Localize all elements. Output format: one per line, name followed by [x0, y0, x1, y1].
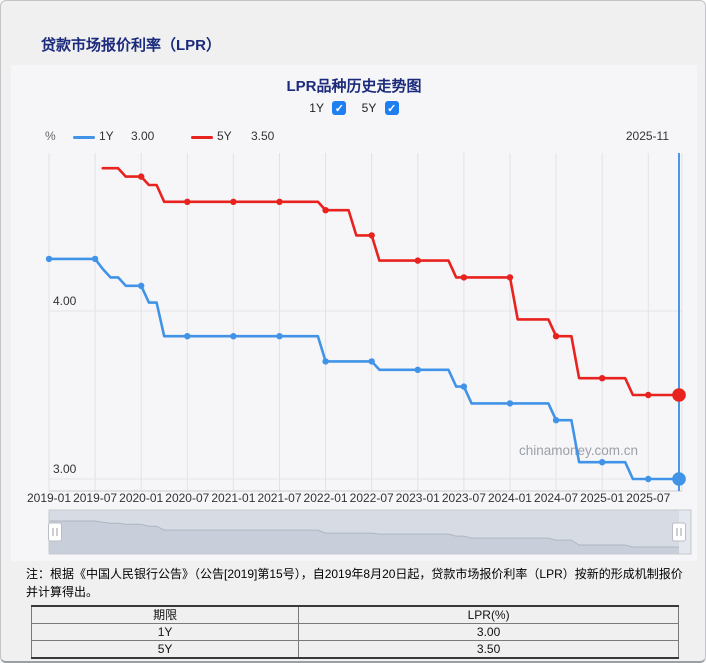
x-tick-label: 2025-01: [580, 491, 624, 505]
series-marker-1Y: [368, 358, 375, 365]
series-marker-5Y: [645, 391, 652, 399]
current-date-label: 2025-11: [625, 129, 669, 143]
watermark: chinamoney.com.cn: [519, 443, 638, 458]
x-tick-label: 2023-01: [396, 491, 440, 505]
x-tick-label: 2021-01: [211, 491, 255, 505]
series-toggle-row: 1Y ✓ 5Y ✓: [11, 100, 697, 115]
check-icon: ✓: [334, 102, 344, 115]
chart-navigator[interactable]: [31, 509, 701, 557]
y-axis-unit-label: %: [45, 129, 56, 143]
series-marker-5Y: [368, 232, 375, 239]
x-tick-label: 2019-07: [73, 491, 117, 505]
x-tick-label: 2024-07: [534, 491, 578, 505]
series-marker-1Y: [598, 459, 606, 466]
footnote-line2: 并计算得出。: [26, 585, 99, 599]
x-tick-label: 2021-07: [257, 491, 301, 505]
series-current-marker-5Y: [672, 388, 686, 402]
table-cell-value: 3.00: [298, 623, 679, 641]
series-line-1Y: [47, 257, 681, 481]
series-marker-1Y: [645, 475, 652, 483]
series-marker-5Y: [460, 274, 468, 281]
x-tick-label: 2020-01: [119, 491, 163, 505]
series-current-marker-1Y: [672, 472, 686, 486]
legend-value-5y: 3.50: [251, 129, 275, 143]
series-marker-1Y: [137, 282, 145, 289]
checkbox-1y[interactable]: ✓: [332, 100, 347, 115]
navigator-handle-right-body: [672, 522, 686, 542]
toggle-group-5y: 5Y ✓: [362, 100, 399, 115]
series-marker-1Y: [91, 255, 99, 263]
series-marker-5Y: [230, 198, 237, 205]
table-header-lpr: LPR(%): [298, 605, 679, 624]
series-marker-5Y: [414, 257, 421, 264]
check-icon: ✓: [387, 102, 397, 115]
legend-line-1y: [73, 136, 95, 139]
page-title: 贷款市场报价利率（LPR）: [41, 37, 222, 54]
series-marker-1Y: [230, 333, 237, 340]
y-axis-label: 3.00: [53, 462, 77, 476]
x-tick-label: 2025-07: [626, 491, 670, 505]
footnote-line1: 注：根据《中国人民银行公告》（公告[2019]第15号），自2019年8月20日…: [26, 567, 683, 581]
navigator-silhouette: [49, 521, 679, 554]
series-marker-5Y: [137, 173, 145, 180]
checkbox-label-5y: 5Y: [361, 100, 377, 115]
series-marker-5Y: [184, 198, 191, 205]
navigator-handle-right[interactable]: [672, 522, 686, 542]
series-marker-1Y: [552, 417, 560, 424]
series-marker-1Y: [276, 333, 283, 340]
series-marker-5Y: [552, 333, 560, 340]
series-marker-5Y: [276, 198, 283, 205]
navigator-handle-left[interactable]: [48, 522, 62, 542]
x-tick-label: 2024-01: [488, 491, 532, 505]
series-marker-5Y: [322, 207, 329, 214]
legend-label-5y[interactable]: 5Y: [217, 129, 232, 143]
chart-panel: LPR品种历史走势图 1Y ✓ 5Y ✓ % 1Y 3.00 5Y 3.50 2…: [11, 65, 697, 561]
series-marker-1Y: [414, 366, 421, 373]
table-row: 5Y 3.50: [30, 640, 679, 659]
series-marker-1Y: [45, 255, 53, 263]
legend-label-1y[interactable]: 1Y: [99, 129, 114, 143]
x-tick-label: 2022-07: [350, 491, 394, 505]
table-row: 1Y 3.00: [30, 623, 679, 641]
table-header-row: 期限 LPR(%): [30, 605, 679, 624]
x-tick-label: 2019-01: [27, 491, 71, 505]
x-tick-label: 2023-07: [442, 491, 486, 505]
series-marker-1Y: [322, 358, 329, 365]
toggle-group-1y: 1Y ✓: [309, 100, 347, 115]
series-marker-1Y: [184, 333, 191, 340]
x-tick-label: 2020-07: [165, 491, 209, 505]
navigator-silhouette-line: [49, 520, 679, 548]
table-header-term: 期限: [30, 605, 300, 624]
series-line-5Y: [101, 166, 681, 397]
legend-line-5y: [191, 136, 213, 139]
chart-title: LPR品种历史走势图: [286, 78, 422, 95]
table-cell-term: 5Y: [30, 640, 300, 659]
table-cell-term: 1Y: [30, 623, 300, 641]
footnote: 注：根据《中国人民银行公告》（公告[2019]第15号），自2019年8月20日…: [26, 565, 698, 601]
series-marker-1Y: [506, 400, 514, 407]
checkbox-5y[interactable]: ✓: [384, 100, 399, 115]
navigator-handle-left-body: [48, 522, 62, 542]
table-cell-value: 3.50: [298, 640, 679, 659]
checkbox-label-1y: 1Y: [309, 100, 324, 115]
series-marker-1Y: [460, 383, 468, 390]
lpr-summary-table: 期限 LPR(%) 1Y 3.00 5Y 3.50: [30, 605, 679, 659]
series-marker-5Y: [506, 274, 514, 281]
series-marker-5Y: [598, 375, 606, 382]
x-tick-label: 2022-01: [304, 491, 348, 505]
legend: % 1Y 3.00 5Y 3.50: [11, 127, 697, 145]
legend-value-1y: 3.00: [131, 129, 155, 143]
y-axis-label: 4.00: [53, 294, 77, 308]
